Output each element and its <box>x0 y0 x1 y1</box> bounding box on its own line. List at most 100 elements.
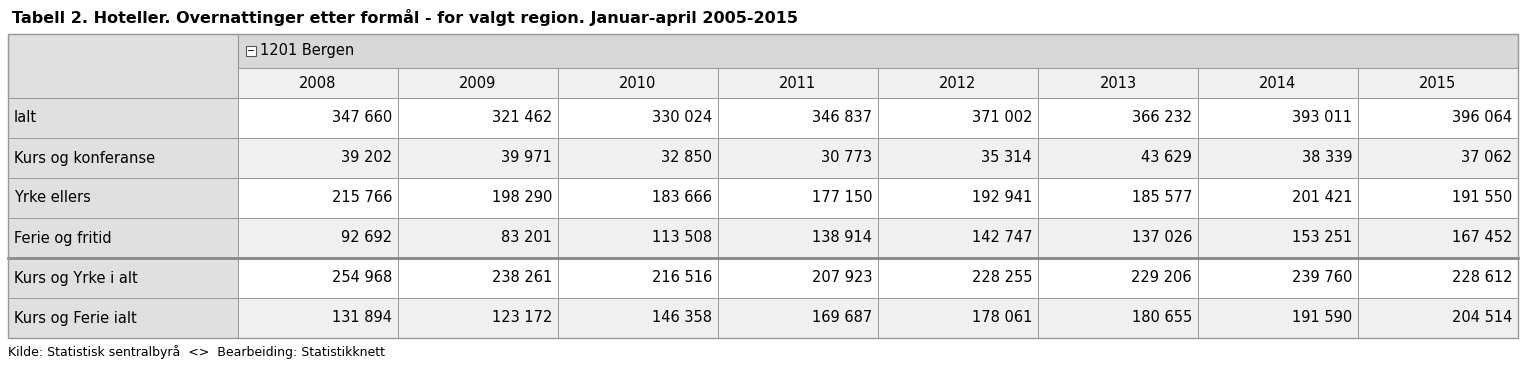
Text: Ialt: Ialt <box>14 111 37 125</box>
Bar <box>1038 258 1198 298</box>
Bar <box>1358 258 1518 298</box>
Text: 2010: 2010 <box>620 76 656 90</box>
Text: 35 314: 35 314 <box>981 151 1032 166</box>
Bar <box>1198 178 1358 218</box>
Text: 2008: 2008 <box>299 76 337 90</box>
Text: 347 660: 347 660 <box>331 111 392 125</box>
Bar <box>1358 138 1518 178</box>
Text: 371 002: 371 002 <box>972 111 1032 125</box>
Text: 207 923: 207 923 <box>812 270 871 286</box>
Bar <box>238 178 398 218</box>
Bar <box>719 298 877 338</box>
Bar <box>8 178 238 218</box>
Bar <box>238 34 1518 68</box>
Text: 396 064: 396 064 <box>1451 111 1512 125</box>
Bar <box>877 138 1038 178</box>
Text: 39 202: 39 202 <box>340 151 392 166</box>
Bar <box>877 68 1038 98</box>
Text: 83 201: 83 201 <box>501 230 552 246</box>
Text: 2014: 2014 <box>1259 76 1297 90</box>
Text: 228 612: 228 612 <box>1451 270 1512 286</box>
Text: 169 687: 169 687 <box>812 310 871 326</box>
Bar <box>398 258 559 298</box>
Text: 178 061: 178 061 <box>972 310 1032 326</box>
Text: 216 516: 216 516 <box>652 270 713 286</box>
Bar <box>559 258 719 298</box>
Bar <box>1198 138 1358 178</box>
Text: 177 150: 177 150 <box>812 191 871 206</box>
Text: 254 968: 254 968 <box>331 270 392 286</box>
Bar <box>1198 98 1358 138</box>
Text: 38 339: 38 339 <box>1302 151 1352 166</box>
Text: 39 971: 39 971 <box>501 151 552 166</box>
Bar <box>1358 98 1518 138</box>
Bar <box>1198 218 1358 258</box>
Text: Kurs og Ferie ialt: Kurs og Ferie ialt <box>14 310 137 326</box>
Bar <box>877 298 1038 338</box>
Bar <box>719 138 877 178</box>
Text: 198 290: 198 290 <box>491 191 552 206</box>
Bar <box>1358 298 1518 338</box>
Text: 393 011: 393 011 <box>1293 111 1352 125</box>
Bar <box>246 46 256 56</box>
Text: Kilde: Statistisk sentralbyrå  <>  Bearbeiding: Statistikknett: Kilde: Statistisk sentralbyrå <> Bearbei… <box>8 345 385 359</box>
Bar <box>559 98 719 138</box>
Bar <box>559 178 719 218</box>
Text: 32 850: 32 850 <box>661 151 713 166</box>
Bar <box>559 298 719 338</box>
Text: 346 837: 346 837 <box>812 111 871 125</box>
Text: 185 577: 185 577 <box>1132 191 1192 206</box>
Text: −: − <box>247 46 255 56</box>
Bar <box>1038 68 1198 98</box>
Text: 131 894: 131 894 <box>333 310 392 326</box>
Text: 137 026: 137 026 <box>1132 230 1192 246</box>
Text: 138 914: 138 914 <box>812 230 871 246</box>
Bar <box>8 34 1518 338</box>
Bar <box>719 258 877 298</box>
Text: 113 508: 113 508 <box>652 230 713 246</box>
Bar <box>8 258 238 298</box>
Bar <box>238 98 398 138</box>
Bar <box>1198 258 1358 298</box>
Bar <box>238 298 398 338</box>
Bar <box>398 138 559 178</box>
Bar <box>719 98 877 138</box>
Bar <box>1358 218 1518 258</box>
Text: 204 514: 204 514 <box>1451 310 1512 326</box>
Bar <box>398 98 559 138</box>
Bar <box>1038 178 1198 218</box>
Bar <box>1038 298 1198 338</box>
Bar <box>1358 68 1518 98</box>
Bar <box>877 218 1038 258</box>
Text: 180 655: 180 655 <box>1132 310 1192 326</box>
Text: 30 773: 30 773 <box>821 151 871 166</box>
Bar <box>398 178 559 218</box>
Text: 146 358: 146 358 <box>652 310 713 326</box>
Text: 183 666: 183 666 <box>652 191 713 206</box>
Bar <box>238 258 398 298</box>
Text: 191 590: 191 590 <box>1291 310 1352 326</box>
Bar <box>8 34 238 98</box>
Text: 228 255: 228 255 <box>972 270 1032 286</box>
Bar <box>559 218 719 258</box>
Bar <box>238 218 398 258</box>
Bar <box>877 258 1038 298</box>
Bar <box>719 178 877 218</box>
Bar <box>559 68 719 98</box>
Text: 123 172: 123 172 <box>491 310 552 326</box>
Text: 238 261: 238 261 <box>491 270 552 286</box>
Text: 239 760: 239 760 <box>1291 270 1352 286</box>
Bar <box>238 138 398 178</box>
Text: 321 462: 321 462 <box>491 111 552 125</box>
Bar <box>8 218 238 258</box>
Bar <box>877 98 1038 138</box>
Bar <box>1358 178 1518 218</box>
Bar <box>8 138 238 178</box>
Bar <box>1038 98 1198 138</box>
Bar <box>398 298 559 338</box>
Text: 366 232: 366 232 <box>1132 111 1192 125</box>
Text: 191 550: 191 550 <box>1451 191 1512 206</box>
Text: 142 747: 142 747 <box>972 230 1032 246</box>
Bar <box>1038 138 1198 178</box>
Bar <box>398 68 559 98</box>
